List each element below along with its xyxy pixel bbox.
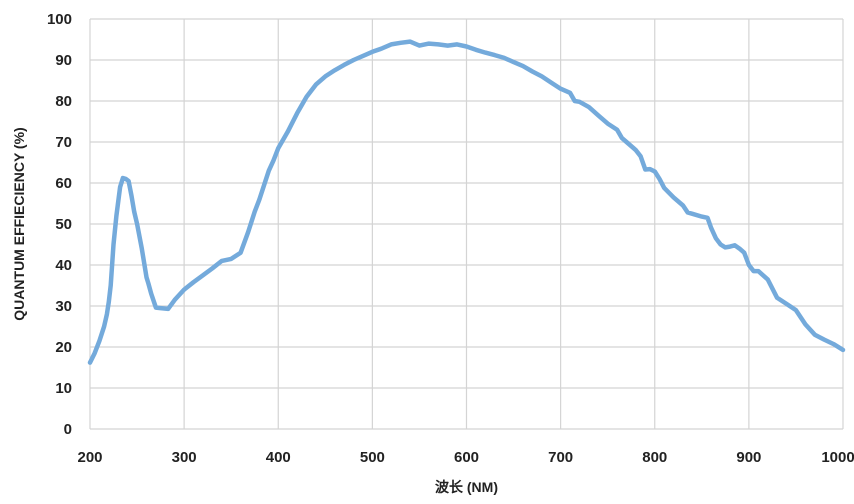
x-tick-label: 300 (172, 449, 197, 466)
y-tick-label: 50 (55, 216, 72, 233)
x-axis-title: 波长 (NM) (435, 479, 498, 495)
quantum-efficiency-curve (87, 39, 846, 365)
y-tick-label: 10 (55, 380, 72, 397)
x-tick-label: 500 (360, 449, 385, 466)
x-tick-label: 700 (548, 449, 573, 466)
y-axis-title: QUANTUM EFFIECIENCY (%) (11, 127, 27, 320)
x-tick-label: 400 (266, 449, 291, 466)
y-tick-label: 80 (55, 93, 72, 110)
y-tick-label: 40 (55, 257, 72, 274)
vertical-gridlines (89, 19, 844, 429)
x-tick-label: 1000 (821, 449, 854, 466)
x-tick-label: 200 (77, 449, 102, 466)
y-tick-label: 30 (55, 298, 72, 315)
y-tick-label: 20 (55, 339, 72, 356)
y-tick-label: 90 (55, 52, 72, 69)
x-tick-label: 800 (642, 449, 667, 466)
x-axis-tick-labels: 200 300 400 500 600 700 800 900 1000 (77, 449, 854, 466)
y-tick-label: 60 (55, 175, 72, 192)
y-axis-tick-labels: 0 10 20 30 40 50 60 70 80 90 100 (47, 11, 72, 438)
x-tick-label: 900 (736, 449, 761, 466)
y-tick-label: 100 (47, 11, 72, 28)
y-tick-label: 70 (55, 134, 72, 151)
x-tick-label: 600 (454, 449, 479, 466)
y-tick-label: 0 (64, 421, 72, 438)
